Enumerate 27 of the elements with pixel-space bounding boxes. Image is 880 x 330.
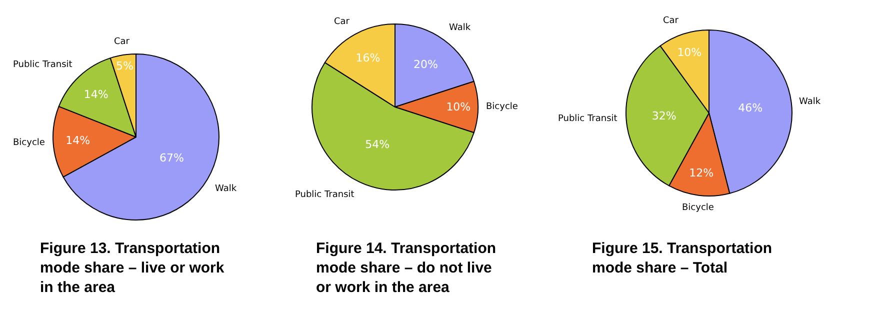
slice-label: Car: [334, 17, 350, 27]
slice-label: Car: [114, 37, 130, 47]
slice-label: Bicycle: [13, 138, 46, 148]
data-label: 5%: [116, 60, 134, 73]
text: Figure 13. Transportation mode share – live or work in the area: [40, 240, 225, 296]
slice-label: Walk: [799, 97, 822, 107]
text: Figure 15. Transportation mode share – Total: [592, 240, 772, 276]
slice-label: Bicycle: [486, 102, 518, 112]
slice-label: Public Transit: [13, 60, 73, 70]
data-label: 10%: [446, 100, 471, 114]
slice-label: Public Transit: [295, 190, 355, 200]
data-label: 54%: [365, 138, 390, 152]
data-label: 12%: [689, 166, 714, 180]
slice-label: Walk: [449, 23, 472, 33]
data-label: 32%: [652, 109, 676, 122]
data-label: 14%: [66, 134, 90, 148]
data-label: 67%: [159, 152, 184, 165]
data-label: 20%: [414, 58, 438, 72]
text: Figure 14. Transportation mode share – do not live or work in the area: [316, 240, 496, 296]
slice-label: Public Transit: [558, 114, 618, 124]
slice-label: Car: [663, 16, 679, 26]
data-label: 16%: [356, 51, 380, 64]
data-label: 46%: [738, 101, 763, 114]
data-label: 14%: [84, 88, 108, 102]
slice-label: Walk: [215, 184, 238, 194]
slice-label: Bicycle: [682, 203, 714, 213]
data-label: 10%: [677, 46, 702, 60]
